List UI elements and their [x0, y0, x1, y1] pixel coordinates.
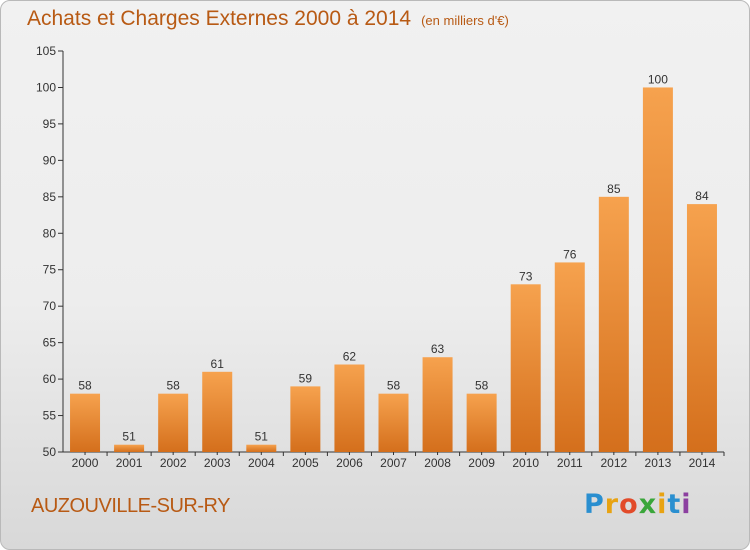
- bar: [554, 262, 585, 452]
- proxiti-logo[interactable]: Proxiti: [584, 489, 692, 520]
- x-tick-label: 2002: [160, 456, 187, 470]
- bar-value-label: 58: [166, 379, 180, 393]
- logo-letter: t: [667, 489, 682, 520]
- bar-value-label: 63: [431, 342, 445, 356]
- x-tick-label: 2001: [116, 456, 143, 470]
- bar: [70, 393, 101, 452]
- logo-letter: o: [619, 489, 639, 520]
- bar: [290, 386, 321, 452]
- y-tick-label: 105: [36, 44, 56, 58]
- x-tick-label: 2008: [424, 456, 451, 470]
- y-tick-label: 70: [43, 299, 57, 313]
- bar-value-label: 84: [695, 189, 709, 203]
- x-tick-label: 2007: [380, 456, 407, 470]
- bar-value-label: 51: [122, 430, 136, 444]
- chart-title-unit: (en milliers d'€): [421, 13, 509, 28]
- bar: [334, 364, 365, 452]
- bar: [510, 284, 541, 452]
- y-tick-label: 80: [43, 226, 57, 240]
- bar: [202, 371, 233, 452]
- commune-name: AUZOUVILLE-SUR-RY: [31, 495, 230, 517]
- x-tick-label: 2013: [645, 456, 672, 470]
- bar-value-label: 61: [211, 357, 225, 371]
- bar-value-label: 58: [78, 379, 92, 393]
- y-tick-label: 55: [43, 409, 57, 423]
- bar-value-label: 58: [475, 379, 489, 393]
- bar-value-label: 51: [255, 430, 269, 444]
- bar: [598, 196, 629, 452]
- y-tick-label: 100: [36, 80, 56, 94]
- x-tick-label: 2012: [600, 456, 627, 470]
- logo-letter: i: [657, 489, 668, 520]
- bar: [114, 444, 145, 452]
- bar-value-label: 62: [343, 350, 357, 364]
- x-tick-label: 2014: [689, 456, 716, 470]
- x-tick-label: 2011: [557, 456, 583, 470]
- chart-title: Achats et Charges Externes 2000 à 2014 (e…: [27, 7, 509, 31]
- y-tick-label: 65: [43, 336, 57, 350]
- y-tick-label: 60: [43, 372, 57, 386]
- x-tick-label: 2006: [336, 456, 363, 470]
- bar-value-label: 59: [299, 371, 313, 385]
- bar: [246, 444, 277, 452]
- bar: [642, 87, 673, 453]
- y-tick-label: 85: [43, 190, 57, 204]
- y-tick-label: 95: [43, 117, 57, 131]
- bar: [158, 393, 189, 452]
- bar: [686, 204, 717, 452]
- chart-title-main: Achats et Charges Externes 2000 à 2014: [27, 7, 412, 30]
- logo-letter: r: [604, 489, 620, 520]
- y-tick-label: 75: [43, 263, 57, 277]
- bar-value-label: 85: [607, 182, 621, 196]
- x-tick-label: 2003: [204, 456, 231, 470]
- bar: [378, 393, 409, 452]
- x-tick-label: 2000: [72, 456, 99, 470]
- bar-value-label: 73: [519, 269, 533, 283]
- bar-value-label: 58: [387, 379, 401, 393]
- y-tick-label: 50: [43, 445, 57, 459]
- logo-letter: x: [638, 489, 658, 520]
- bar-value-label: 100: [648, 72, 668, 86]
- logo-letter: i: [681, 489, 692, 520]
- bar: [422, 357, 453, 452]
- logo-letter: P: [584, 489, 605, 520]
- x-tick-label: 2004: [248, 456, 275, 470]
- x-tick-label: 2005: [292, 456, 319, 470]
- x-tick-label: 2009: [468, 456, 495, 470]
- bar-value-label: 76: [563, 247, 577, 261]
- y-tick-label: 90: [43, 153, 57, 167]
- x-tick-label: 2010: [512, 456, 539, 470]
- bar: [466, 393, 497, 452]
